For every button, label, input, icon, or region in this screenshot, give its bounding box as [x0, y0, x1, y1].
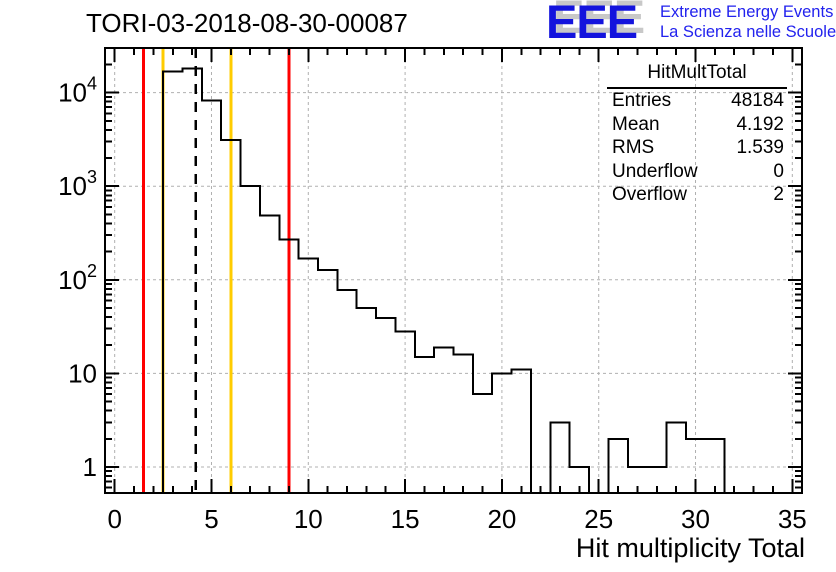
x-tick-label: 25	[584, 504, 613, 534]
stats-value: 0	[773, 160, 784, 182]
eee-logo-line2: La Scienza nelle Scuole	[660, 23, 836, 41]
stats-row-underflow: Underflow 0	[607, 160, 787, 184]
x-axis-title: Hit multiplicity Total	[576, 533, 805, 563]
stats-label: Mean	[612, 113, 660, 135]
stats-value: 2	[773, 184, 784, 205]
y-tick-label: 10	[68, 358, 97, 388]
x-tick-label: 0	[107, 504, 121, 534]
eee-logo: EEE Extreme Energy Events La Scienza nel…	[546, 0, 836, 50]
x-tick-label: 10	[294, 504, 323, 534]
stats-row-entries: Entries 48184	[607, 89, 787, 113]
stats-value: 4.192	[736, 113, 784, 135]
y-tick-label: 1	[83, 452, 97, 482]
stats-label: RMS	[612, 137, 655, 158]
stats-row-overflow: Overflow 2	[607, 183, 787, 207]
stats-label: Underflow	[612, 160, 698, 182]
x-tick-label: 5	[204, 504, 218, 534]
y-tick-label: 104	[58, 74, 97, 108]
stats-value: 48184	[731, 90, 784, 111]
stats-label: Overflow	[612, 184, 687, 205]
y-tick-label: 103	[58, 167, 97, 201]
stats-title: HitMultTotal	[607, 62, 787, 89]
y-tick-label: 102	[58, 261, 97, 295]
x-tick-label: 15	[391, 504, 420, 534]
stats-value: 1.539	[736, 137, 784, 158]
stats-box: HitMultTotal Entries 48184 Mean 4.192 RM…	[607, 62, 787, 207]
stats-row-rms: RMS 1.539	[607, 136, 787, 160]
x-tick-label: 35	[778, 504, 807, 534]
eee-logo-line1: Extreme Energy Events	[660, 3, 834, 21]
x-tick-label: 20	[487, 504, 516, 534]
x-tick-label: 30	[681, 504, 710, 534]
plot-frame	[104, 47, 803, 494]
stats-row-mean: Mean 4.192	[607, 113, 787, 137]
plot-title: TORI-03-2018-08-30-00087	[86, 8, 408, 38]
stats-label: Entries	[612, 90, 672, 111]
eee-logo-acronym: EEE	[546, 0, 638, 48]
histogram-line	[105, 67, 802, 494]
